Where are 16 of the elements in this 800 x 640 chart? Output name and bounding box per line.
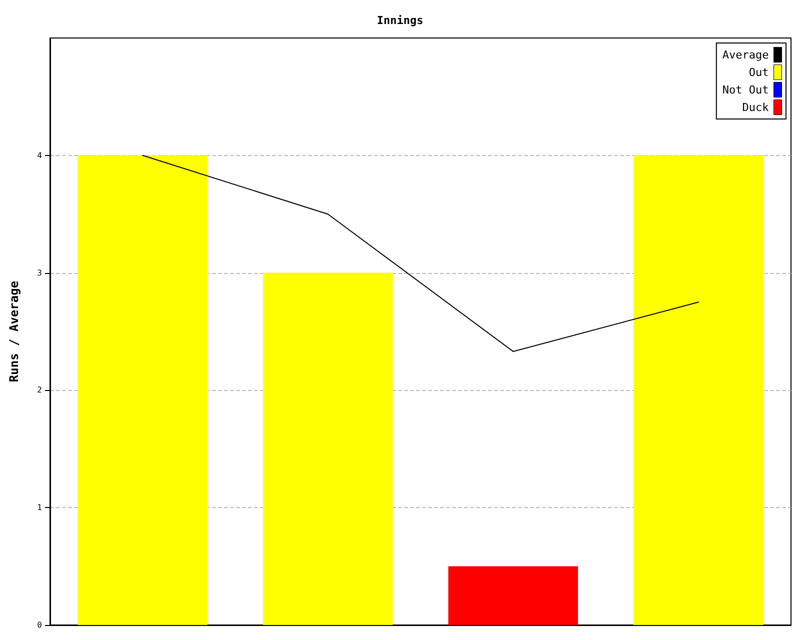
y-tick-label: 4 [37,150,42,160]
bar [448,566,578,625]
y-tick-label: 1 [37,503,42,512]
bar [634,155,764,625]
y-tick-label: 3 [37,268,42,278]
y-tick-label: 2 [37,386,42,395]
legend-label: Out [748,66,769,79]
legend-label: Duck [742,100,770,114]
bar [263,272,393,625]
legend-label: Not Out [722,83,769,96]
y-axis-title: Runs / Average [7,280,21,382]
y-tick-label: 0 [37,620,42,630]
chart-title: Innings [376,14,424,27]
legend-label: Average [722,48,769,62]
line-series [142,154,699,352]
bar [78,155,208,625]
